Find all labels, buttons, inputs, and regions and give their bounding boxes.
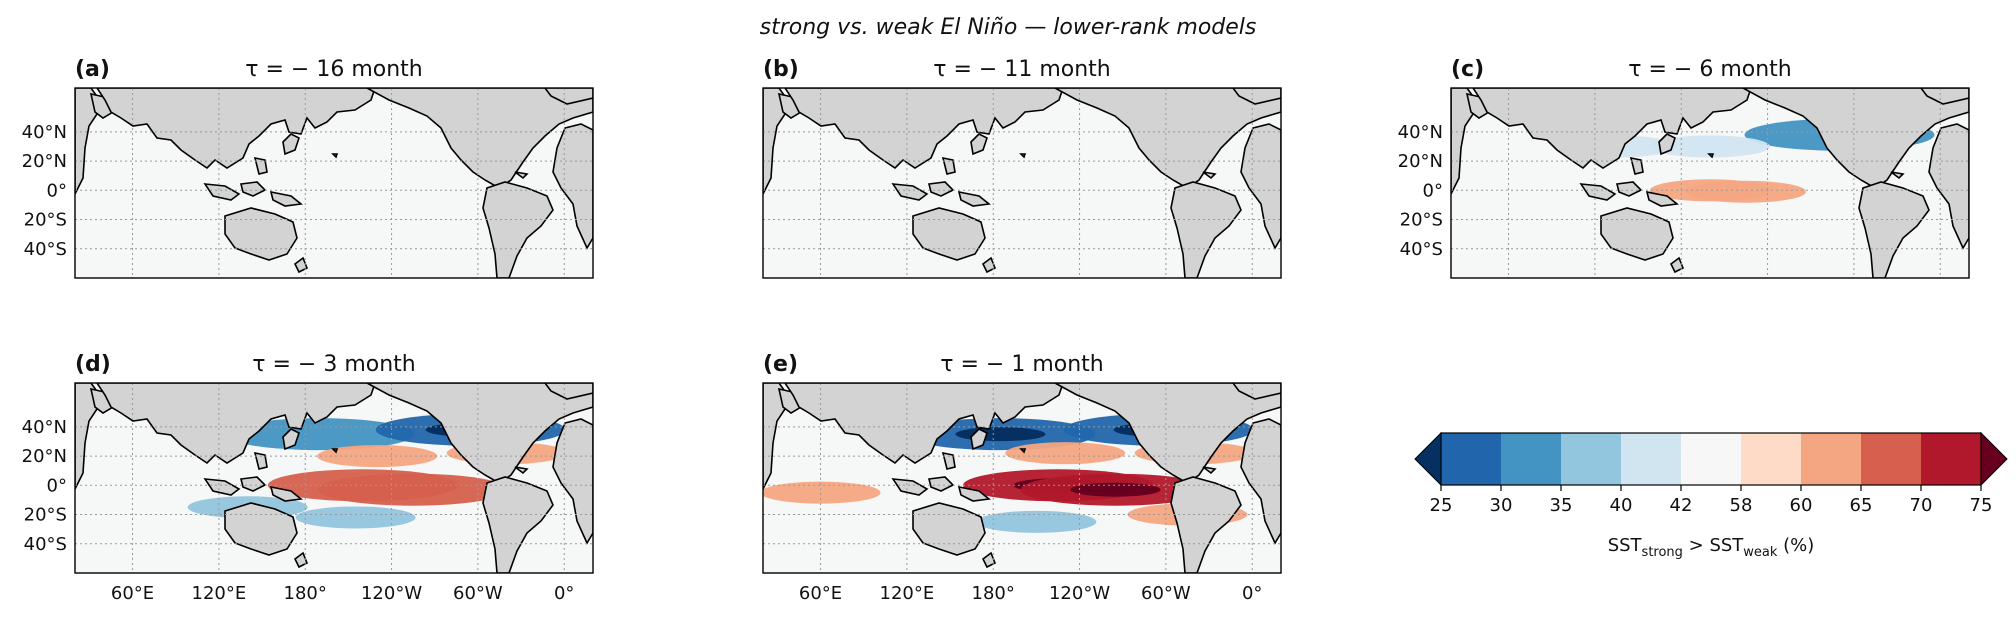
panel-letter: (e) xyxy=(763,352,798,377)
lat-tick-label: 20°N xyxy=(22,446,67,467)
lat-tick-label: 20°N xyxy=(1398,151,1443,172)
lon-tick-label: 120°E xyxy=(192,583,247,604)
lat-tick-label: 40°S xyxy=(24,534,67,555)
lat-tick-label: 40°N xyxy=(22,417,67,438)
lat-tick-label: 40°N xyxy=(1398,122,1443,143)
colorbar-bin xyxy=(1741,433,1801,485)
panel-title: τ = − 16 month xyxy=(245,57,422,82)
panel-letter: (a) xyxy=(75,57,110,82)
anomaly-region xyxy=(976,510,1097,533)
map-panel: (e) τ = − 1 month 60°E 120°E 180° 120°W 60°W 0° xyxy=(762,352,1282,604)
lon-tick-label: 60°W xyxy=(1141,583,1191,604)
anomaly-region xyxy=(1685,180,1806,203)
lon-tick-label: 0° xyxy=(554,583,574,604)
lat-tick-label: 0° xyxy=(47,475,67,496)
panel-title: τ = − 11 month xyxy=(933,57,1110,82)
lon-tick-label: 60°E xyxy=(799,583,842,604)
panel-letter: (b) xyxy=(763,57,799,82)
map-panel: (b) τ = − 11 month xyxy=(762,57,1282,279)
colorbar-label-sst: SST xyxy=(1608,535,1643,556)
lat-tick-label: 20°S xyxy=(24,505,67,526)
lon-tick-label: 180° xyxy=(972,583,1015,604)
anomaly-region xyxy=(317,445,438,468)
map-panel: (d) τ = − 3 month 40°N 20°N 0° 20°S 40°S 60°E 12… xyxy=(22,352,594,604)
lat-tick-label: 0° xyxy=(47,180,67,201)
anomaly-region xyxy=(318,473,509,506)
colorbar-tick-label: 25 xyxy=(1430,495,1453,516)
anomaly-region xyxy=(295,506,416,529)
lat-tick-label: 40°S xyxy=(24,239,67,260)
map-area xyxy=(75,88,593,278)
colorbar-label-unit: (%) xyxy=(1777,535,1814,556)
lon-tick-label: 120°E xyxy=(880,583,935,604)
colorbar-tick-label: 58 xyxy=(1730,495,1753,516)
colorbar-label-gt-sst: > SST xyxy=(1683,535,1744,556)
anomaly-core xyxy=(1070,482,1161,497)
colorbar-bin xyxy=(1441,433,1501,485)
lon-tick-label: 120°W xyxy=(1049,583,1110,604)
map-panels: (a) τ = − 16 month 40°N 20°N 0° 20°S 40°S (b) τ … xyxy=(22,57,1970,604)
lat-tick-label: 0° xyxy=(1423,180,1443,201)
anomaly-core xyxy=(955,427,1046,442)
colorbar-bin xyxy=(1681,433,1741,485)
lat-tick-label: 40°N xyxy=(22,122,67,143)
lon-tick-label: 60°E xyxy=(111,583,154,604)
colorbar-tick-label: 75 xyxy=(1970,495,1993,516)
lat-tick-label: 40°S xyxy=(1400,239,1443,260)
colorbar-label-weak: weak xyxy=(1743,545,1778,560)
map-frame xyxy=(74,87,594,279)
map-area xyxy=(1451,88,1969,278)
colorbar-bin xyxy=(1921,433,1981,485)
map-frame xyxy=(762,87,1282,279)
colorbar-tick-label: 40 xyxy=(1610,495,1633,516)
colorbar-tick-label: 60 xyxy=(1790,495,1813,516)
colorbar-bins xyxy=(1440,432,1982,486)
colorbar-tick-label: 70 xyxy=(1910,495,1933,516)
panel-letter: (d) xyxy=(75,352,111,377)
colorbar-bin xyxy=(1501,433,1561,485)
colorbar-bin xyxy=(1801,433,1861,485)
colorbar-over-arrow xyxy=(1980,431,2008,487)
colorbar-tick-label: 35 xyxy=(1550,495,1573,516)
panel-title: τ = − 1 month xyxy=(940,352,1104,377)
colorbar-tick-label: 42 xyxy=(1670,495,1693,516)
anomaly-region xyxy=(763,481,881,504)
colorbar-tick-label: 30 xyxy=(1490,495,1513,516)
lon-tick-label: 120°W xyxy=(361,583,422,604)
colorbar-tick-label: 65 xyxy=(1850,495,1873,516)
lon-tick-label: 60°W xyxy=(453,583,503,604)
map-area xyxy=(763,88,1281,278)
map-area xyxy=(763,383,1281,573)
lat-tick-label: 20°S xyxy=(24,210,67,231)
colorbar-ticks: 25 30 35 40 42 58 60 65 70 75 xyxy=(1430,485,1993,516)
panel-title: τ = − 3 month xyxy=(252,352,416,377)
map-panel: (a) τ = − 16 month 40°N 20°N 0° 20°S 40°S xyxy=(22,57,594,279)
colorbar-under-arrow xyxy=(1414,431,1442,487)
colorbar-bin xyxy=(1861,433,1921,485)
map-frame xyxy=(74,382,594,574)
colorbar-label-strong: strong xyxy=(1642,545,1683,560)
map-frame xyxy=(762,382,1282,574)
colorbar-bin xyxy=(1621,433,1681,485)
colorbar-bin xyxy=(1561,433,1621,485)
lon-tick-label: 180° xyxy=(284,583,327,604)
panel-title: τ = − 6 month xyxy=(1628,57,1792,82)
anomaly-region xyxy=(1650,135,1770,158)
figure-title: strong vs. weak El Niño — lower-rank mod… xyxy=(760,15,1257,40)
map-frame xyxy=(1450,87,1970,279)
anomaly-region xyxy=(224,418,415,451)
colorbar-label: SSTstrong > SSTweak (%) xyxy=(1608,535,1815,560)
anomaly-region xyxy=(1005,442,1126,465)
map-area xyxy=(75,383,593,573)
panel-letter: (c) xyxy=(1451,57,1484,82)
lon-tick-label: 0° xyxy=(1242,583,1262,604)
colorbar: 25 30 35 40 42 58 60 65 70 75 SSTstrong > SSTweak… xyxy=(1414,431,2008,560)
lat-tick-label: 20°S xyxy=(1400,210,1443,231)
map-panel: (c) τ = − 6 month 40°N 20°N 0° 20°S 40°S xyxy=(1398,57,1970,279)
lat-tick-label: 20°N xyxy=(22,151,67,172)
